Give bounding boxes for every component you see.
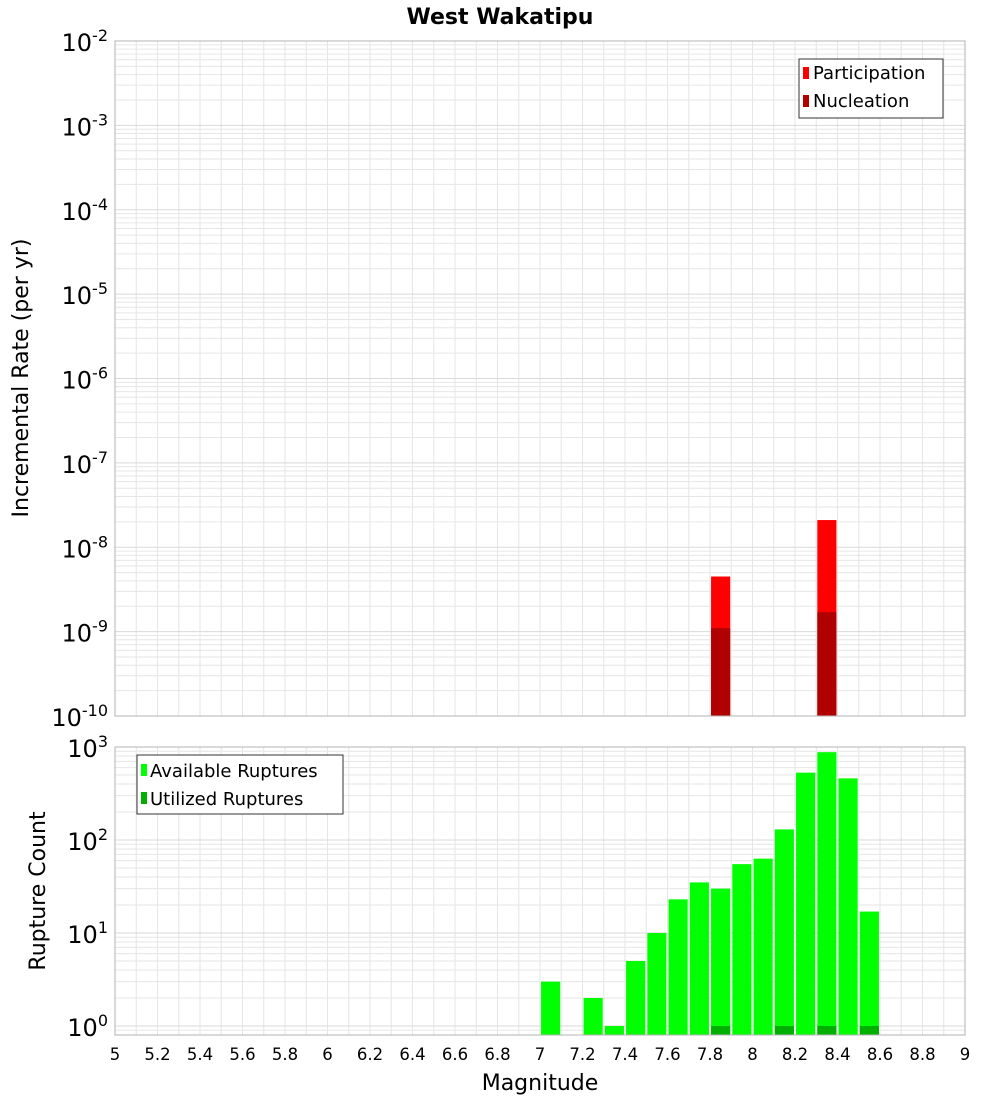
x-tick-label: 7.4 <box>612 1045 638 1064</box>
bottom-y-ticks: 100 101 102 103 <box>67 732 108 1042</box>
bottom-panel: 100 101 102 103 Rupture Count Available Rup… <box>26 732 966 1042</box>
top-y-tick-label: 10-2 <box>62 26 109 57</box>
available-ruptures-bar <box>859 911 879 1035</box>
top-panel: 10-10 10-9 10-8 10-7 10-6 10-5 10-4 10-3 10-2 In… <box>9 26 966 732</box>
top-plot-frame <box>114 40 966 717</box>
utilized-ruptures-bar <box>859 1025 879 1035</box>
utilized-ruptures-legend-swatch <box>141 792 147 804</box>
available-ruptures-bar <box>604 1025 624 1035</box>
available-ruptures-bar <box>647 932 667 1035</box>
top-y-tick-label: 10-10 <box>51 701 108 732</box>
x-tick-label: 8.8 <box>909 1045 935 1064</box>
chart-title: West Wakatipu <box>407 5 594 30</box>
participation-legend-label: Participation <box>813 63 925 84</box>
top-legend: Participation Nucleation <box>798 58 944 119</box>
top-legend-box <box>798 58 944 119</box>
x-tick-label: 8 <box>747 1045 758 1064</box>
x-axis-label: Magnitude <box>482 1071 599 1096</box>
available-ruptures-bar <box>711 888 731 1035</box>
bottom-legend: Available Ruptures Utilized Ruptures <box>136 754 344 815</box>
available-ruptures-bar <box>838 778 858 1035</box>
utilized-ruptures-legend-label: Utilized Ruptures <box>150 789 303 810</box>
top-y-tick-label: 10-3 <box>62 110 109 141</box>
x-ticks: 5 5.2 5.4 5.6 5.8 6 6.2 6.4 6.6 6.8 7 7.2 7.4 7.6 7.8 8… <box>110 1045 971 1064</box>
available-ruptures-bar <box>668 899 688 1035</box>
bottom-y-tick-label: 102 <box>67 825 108 856</box>
available-ruptures-bar <box>817 752 837 1035</box>
x-tick-label: 5 <box>110 1045 121 1064</box>
bottom-legend-box <box>136 754 344 815</box>
x-tick-label: 6.8 <box>484 1045 510 1064</box>
top-y-ticks: 10-10 10-9 10-8 10-7 10-6 10-5 10-4 10-3 10-2 <box>51 26 108 732</box>
available-ruptures-bar <box>583 997 603 1035</box>
x-tick-label: 8.2 <box>782 1045 808 1064</box>
available-ruptures-legend-label: Available Ruptures <box>150 761 318 782</box>
x-tick-label: 7.6 <box>654 1045 680 1064</box>
x-tick-label: 7 <box>535 1045 546 1064</box>
top-bars <box>711 520 837 716</box>
utilized-ruptures-bar <box>711 1025 731 1035</box>
x-tick-label: 6 <box>322 1045 333 1064</box>
available-ruptures-legend-swatch <box>141 764 147 776</box>
available-ruptures-bar <box>626 960 646 1035</box>
utilized-ruptures-bar <box>817 1025 837 1035</box>
bottom-y-axis-label: Rupture Count <box>26 811 51 971</box>
available-ruptures-bar <box>796 772 816 1035</box>
top-y-axis-label: Incremental Rate (per yr) <box>9 239 34 518</box>
available-ruptures-bar <box>732 864 752 1035</box>
x-tick-label: 5.6 <box>229 1045 255 1064</box>
available-ruptures-bar <box>541 981 561 1035</box>
x-tick-label: 8.4 <box>824 1045 850 1064</box>
bottom-y-tick-label: 103 <box>67 732 108 763</box>
top-y-tick-label: 10-5 <box>62 279 109 310</box>
top-y-tick-label: 10-4 <box>62 195 109 226</box>
x-tick-label: 6.6 <box>442 1045 468 1064</box>
x-tick-label: 9 <box>960 1045 971 1064</box>
available-ruptures-bar <box>753 858 773 1035</box>
top-y-tick-label: 10-8 <box>62 532 109 563</box>
x-tick-label: 7.8 <box>697 1045 723 1064</box>
x-tick-label: 5.8 <box>272 1045 298 1064</box>
available-ruptures-bar <box>689 882 709 1035</box>
x-tick-label: 7.2 <box>569 1045 595 1064</box>
bottom-y-tick-label: 100 <box>67 1011 108 1042</box>
x-tick-label: 5.4 <box>187 1045 213 1064</box>
bottom-bars <box>541 752 879 1035</box>
top-grid <box>114 40 966 717</box>
top-y-tick-label: 10-6 <box>62 364 109 395</box>
nucleation-legend-label: Nucleation <box>813 91 909 112</box>
nucleation-bar <box>817 612 837 716</box>
x-tick-label: 8.6 <box>867 1045 893 1064</box>
x-tick-label: 6.2 <box>357 1045 383 1064</box>
x-tick-label: 6.4 <box>399 1045 425 1064</box>
available-ruptures-bar <box>774 829 794 1035</box>
bottom-y-tick-label: 101 <box>67 918 108 949</box>
x-tick-label: 5.2 <box>144 1045 170 1064</box>
utilized-ruptures-bar <box>774 1025 794 1035</box>
bottom-plot-frame <box>114 746 966 1036</box>
participation-legend-swatch <box>803 67 809 79</box>
top-y-tick-label: 10-9 <box>62 617 109 648</box>
nucleation-bar <box>711 628 731 716</box>
nucleation-legend-swatch <box>803 95 809 107</box>
top-y-tick-label: 10-7 <box>62 448 109 479</box>
